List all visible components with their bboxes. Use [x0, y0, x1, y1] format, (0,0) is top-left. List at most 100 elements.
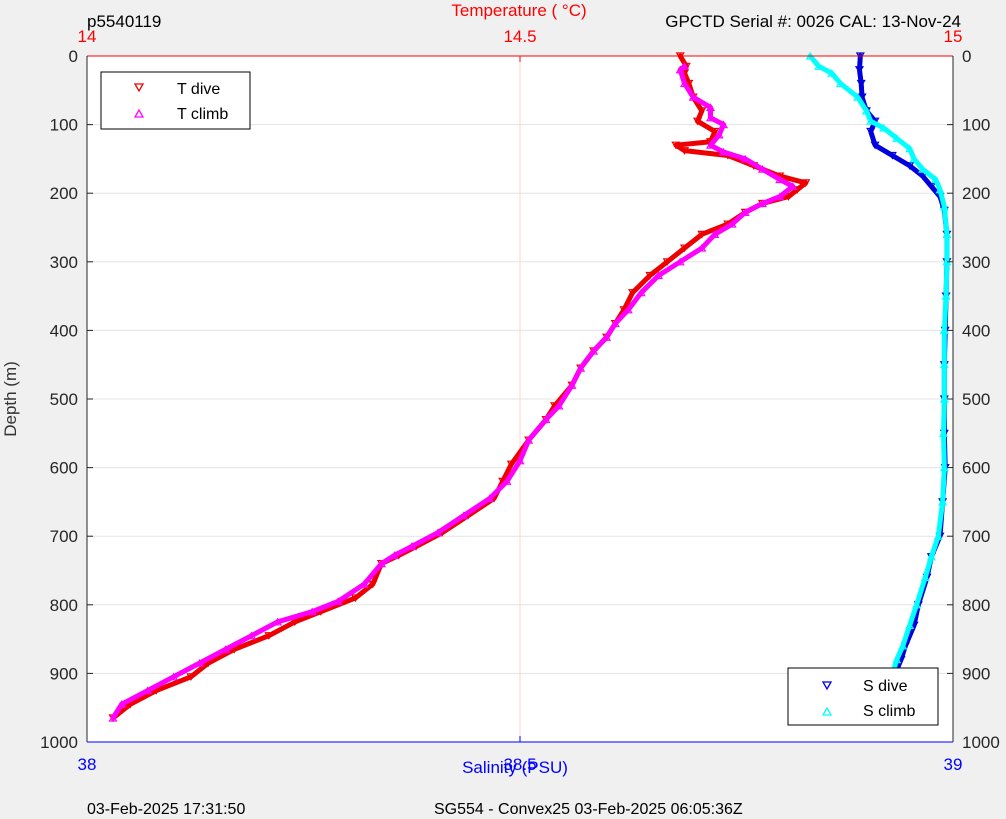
data-point: [939, 202, 949, 211]
data-point: [692, 117, 703, 126]
data-point: [854, 66, 865, 74]
y-tick-label-right: 1000: [962, 733, 1000, 752]
data-point: [169, 672, 179, 681]
data-point: [853, 92, 863, 101]
data-point: [801, 179, 811, 188]
data-point: [359, 580, 369, 588]
y-axis-label: Depth (m): [1, 361, 20, 437]
y-tick-label-left: 200: [50, 184, 78, 203]
data-point: [697, 243, 707, 252]
data-point: [935, 185, 945, 194]
data-point: [714, 130, 724, 139]
data-point: [697, 107, 707, 116]
data-point: [679, 147, 690, 155]
y-tick-label-left: 1000: [40, 733, 78, 752]
data-point: [645, 271, 655, 280]
data-point: [485, 494, 495, 503]
y-tick-label-right: 800: [962, 596, 990, 615]
y-tick-label-right: 700: [962, 527, 990, 546]
data-point: [879, 123, 889, 132]
s-climb-legend-marker-icon: [821, 706, 833, 716]
data-point: [866, 116, 876, 125]
top-tick-label: 14: [78, 27, 97, 46]
data-point: [727, 219, 737, 228]
t-dive-legend-marker-icon: [133, 83, 145, 93]
legend-t-dive-label: T dive: [177, 81, 220, 98]
data-point: [576, 363, 586, 372]
data-point: [610, 319, 620, 328]
data-point: [628, 289, 638, 297]
data-point: [697, 230, 707, 239]
data-point: [939, 463, 949, 472]
data-point: [221, 645, 231, 653]
s-dive-legend-marker-icon: [821, 681, 833, 691]
data-point: [602, 333, 612, 341]
data-point: [705, 103, 716, 112]
data-point: [918, 164, 928, 173]
legend-s-dive-label: S dive: [863, 678, 908, 695]
data-point: [705, 140, 716, 149]
data-point: [775, 192, 785, 201]
data-point: [143, 686, 153, 695]
data-point: [636, 288, 646, 297]
y-tick-label-right: 0: [962, 47, 971, 66]
data-point: [688, 92, 698, 101]
data-point: [827, 68, 837, 77]
data-point: [870, 141, 880, 150]
data-point: [515, 456, 525, 465]
legend-s-climb-label: S climb: [863, 703, 916, 720]
data-point: [892, 134, 902, 142]
data-point: [407, 542, 417, 551]
footer-center-text: SG554 - Convex25 03-Feb-2025 06:05:36Z: [434, 801, 743, 818]
data-point: [459, 511, 469, 520]
data-point: [718, 147, 729, 156]
y-tick-label-left: 700: [50, 527, 78, 546]
data-point: [389, 551, 399, 560]
y-tick-label-right: 500: [962, 390, 990, 409]
data-point: [757, 199, 768, 208]
data-point: [905, 144, 915, 153]
data-point: [718, 120, 729, 129]
top-tick-label: 15: [944, 27, 963, 46]
data-point: [939, 326, 949, 334]
y-tick-label-left: 0: [69, 47, 78, 66]
data-point: [909, 154, 919, 163]
data-point: [502, 477, 512, 485]
data-point: [933, 532, 943, 540]
y-tick-label-right: 400: [962, 321, 990, 340]
data-point: [307, 607, 317, 616]
data-point: [941, 291, 951, 300]
top-tick-label: 14.5: [503, 27, 536, 46]
data-point: [757, 164, 768, 173]
t-climb-legend-marker-icon: [133, 108, 145, 118]
data-point: [623, 305, 633, 314]
data-point: [506, 460, 516, 469]
top-axis-label: Temperature ( °C): [451, 1, 586, 20]
data-point: [333, 597, 343, 605]
data-point: [662, 258, 672, 266]
y-tick-label-right: 900: [962, 664, 990, 683]
data-point: [926, 552, 936, 561]
header-left-text: p5540119: [87, 12, 161, 31]
bottom-tick-label: 38.5: [503, 755, 536, 774]
data-series-layer: [108, 51, 952, 723]
bottom-tick-label: 38: [78, 755, 97, 774]
y-tick-label-left: 500: [50, 390, 78, 409]
data-point: [775, 175, 785, 184]
y-tick-label-right: 300: [962, 253, 990, 272]
series-trace: [110, 63, 796, 721]
data-point: [926, 182, 936, 191]
data-point: [710, 127, 720, 136]
data-point: [679, 79, 690, 88]
data-point: [740, 154, 750, 163]
data-point: [186, 673, 196, 682]
data-point: [783, 193, 794, 201]
y-tick-label-left: 300: [50, 253, 78, 272]
data-point: [920, 573, 930, 581]
header-right-text: GPCTD Serial #: 0026 CAL: 13-Nov-24: [665, 12, 961, 31]
data-point: [905, 621, 915, 629]
data-point: [814, 62, 824, 70]
data-point: [376, 559, 386, 568]
y-tick-label-left: 900: [50, 664, 78, 683]
